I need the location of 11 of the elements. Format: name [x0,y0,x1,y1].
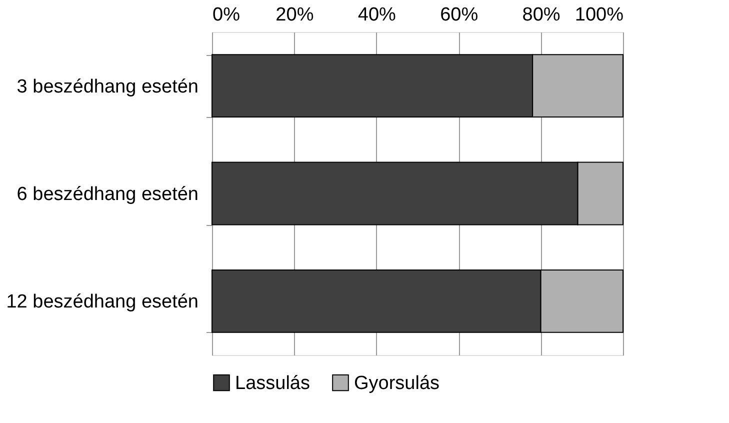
x-tick-label: 100% [574,4,624,26]
y-tick-label: 12 beszédhang esetén [6,292,198,313]
x-tick-label: 40% [358,4,396,26]
legend-label: Lassulás [235,372,310,394]
x-tick-label: 20% [276,4,314,26]
y-tick-label: 6 beszédhang esetén [16,184,198,205]
x-tick-label: 0% [212,4,240,26]
x-tick-label: 60% [440,4,478,26]
legend-label: Gyorsulás [354,372,440,394]
y-tick-label: 3 beszédhang esetén [16,76,198,98]
x-tick-label: 80% [522,4,560,26]
